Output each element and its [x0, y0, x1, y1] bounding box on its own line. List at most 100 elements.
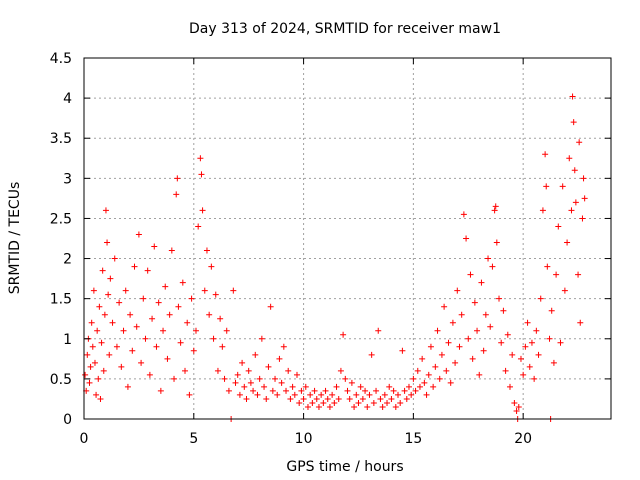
data-point: [403, 395, 410, 402]
data-point: [419, 355, 426, 362]
y-tick-label: 1.5: [50, 292, 72, 308]
data-point: [408, 391, 415, 398]
data-point: [553, 271, 560, 278]
x-axis-label: GPS time / hours: [286, 459, 403, 475]
data-point: [214, 367, 221, 374]
data-point: [309, 399, 316, 406]
data-point: [430, 383, 437, 390]
data-point: [104, 239, 111, 246]
data-point: [120, 327, 127, 334]
data-point: [208, 263, 215, 270]
data-point: [97, 395, 104, 402]
data-point: [179, 279, 186, 286]
data-point: [166, 311, 173, 318]
data-point: [153, 343, 160, 350]
data-point: [263, 395, 270, 402]
data-point: [379, 403, 386, 410]
data-point: [533, 327, 540, 334]
axis-ticks: 0 0.5 1 1.5 2 2.5 3 3.5 4 4.5 0 5 10 15 20: [50, 51, 611, 447]
data-point: [212, 291, 219, 298]
data-point: [487, 323, 494, 330]
data-point: [324, 395, 331, 402]
data-point: [449, 319, 456, 326]
data-point: [225, 387, 232, 394]
data-point: [300, 395, 307, 402]
data-point: [267, 303, 274, 310]
data-point: [559, 183, 566, 190]
data-point: [377, 395, 384, 402]
data-point: [287, 395, 294, 402]
data-point: [157, 387, 164, 394]
data-point: [571, 167, 578, 174]
data-point: [491, 207, 498, 214]
data-point: [405, 383, 412, 390]
data-point: [465, 335, 472, 342]
data-point: [548, 307, 555, 314]
data-point: [124, 383, 131, 390]
data-point: [298, 387, 305, 394]
data-point: [283, 387, 290, 394]
data-point: [98, 339, 105, 346]
data-point: [493, 239, 500, 246]
data-point: [543, 183, 550, 190]
data-point: [528, 339, 535, 346]
data-point: [337, 367, 344, 374]
data-point: [274, 391, 281, 398]
data-point: [221, 375, 228, 382]
data-point: [474, 327, 481, 334]
data-point: [93, 391, 100, 398]
y-tick-label: 2.5: [50, 211, 72, 227]
x-tick-label: 20: [514, 431, 532, 447]
data-point: [91, 359, 98, 366]
data-point: [575, 271, 582, 278]
data-point: [118, 363, 125, 370]
y-axis-label: SRMTID / TECUs: [7, 182, 23, 295]
data-point: [203, 247, 210, 254]
data-point: [296, 399, 303, 406]
data-point: [230, 287, 237, 294]
data-point: [107, 275, 114, 282]
data-point: [265, 363, 272, 370]
data-point: [581, 195, 588, 202]
data-point: [569, 93, 576, 100]
data-point: [307, 391, 314, 398]
data-point: [447, 379, 454, 386]
data-point: [250, 387, 257, 394]
data-point: [326, 403, 333, 410]
data-point: [142, 335, 149, 342]
data-point: [427, 343, 434, 350]
data-point: [555, 223, 562, 230]
data-point: [146, 371, 153, 378]
data-point: [511, 399, 518, 406]
data-point: [348, 379, 355, 386]
data-point: [375, 327, 382, 334]
data-point: [89, 343, 96, 350]
data-point: [476, 371, 483, 378]
data-point: [502, 367, 509, 374]
data-point: [90, 287, 97, 294]
data-point: [105, 291, 112, 298]
data-point: [162, 283, 169, 290]
x-tick-label: 0: [80, 431, 89, 447]
data-point: [359, 395, 366, 402]
y-tick-label: 1: [63, 332, 72, 348]
data-point: [254, 391, 261, 398]
data-point: [412, 387, 419, 394]
chart-title: Day 313 of 2024, SRMTID for receiver maw…: [189, 21, 501, 37]
data-point: [561, 287, 568, 294]
data-point: [329, 391, 336, 398]
data-point: [579, 215, 586, 222]
data-point: [289, 383, 296, 390]
data-point: [458, 311, 465, 318]
y-tick-label: 2: [63, 252, 72, 268]
data-point: [482, 311, 489, 318]
data-point: [88, 319, 95, 326]
data-point: [197, 155, 204, 162]
data-point: [315, 403, 322, 410]
data-point: [544, 263, 551, 270]
data-point: [217, 315, 224, 322]
data-point: [434, 327, 441, 334]
y-tick-label: 4.5: [50, 51, 72, 67]
data-point: [344, 387, 351, 394]
data-point: [480, 347, 487, 354]
